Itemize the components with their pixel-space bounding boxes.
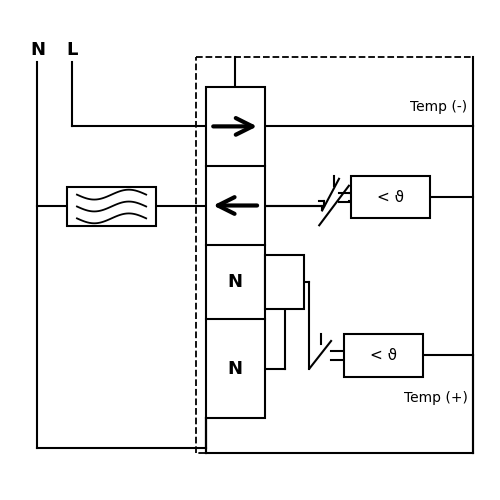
Text: N: N [30,41,45,59]
Bar [67,186,156,226]
Text: N: N [228,273,242,291]
Text: L: L [66,41,78,59]
Text: Temp (-): Temp (-) [410,100,468,114]
Text: < ϑ: < ϑ [370,348,397,363]
Text: N: N [228,360,242,378]
Bar [344,334,423,376]
Bar [351,176,430,218]
Text: < ϑ: < ϑ [377,190,404,204]
Bar [265,255,304,310]
Bar [206,87,265,418]
Text: Temp (+): Temp (+) [404,392,468,406]
